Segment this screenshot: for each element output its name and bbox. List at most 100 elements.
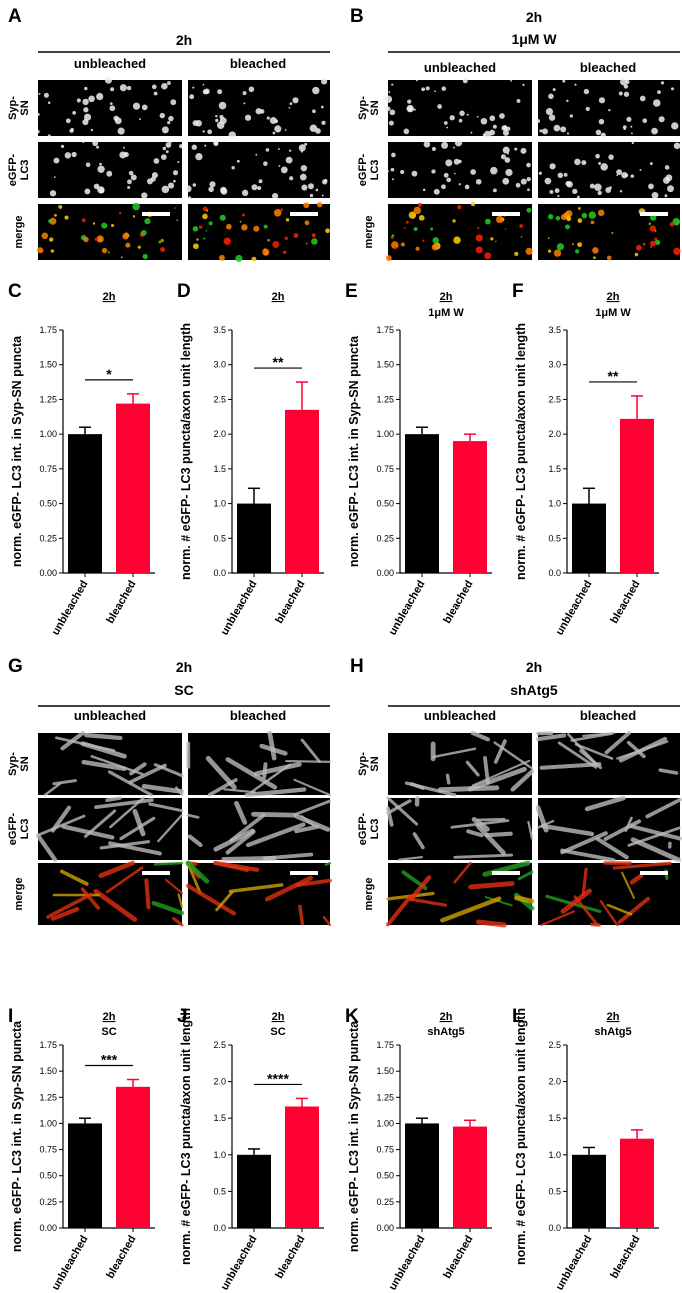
texture: [81, 218, 86, 223]
texture: [630, 174, 635, 178]
texture: [174, 207, 177, 209]
texture: [141, 104, 148, 111]
row-label: LC3: [369, 160, 381, 181]
texture: [431, 146, 436, 151]
texture: [611, 232, 614, 234]
texture: [54, 213, 57, 217]
texture: [235, 254, 243, 263]
scale-bar: [290, 871, 318, 875]
scale-bar: [492, 871, 520, 875]
texture: [422, 188, 426, 192]
row-label: merge: [363, 877, 375, 910]
texture: [649, 162, 653, 165]
texture: [673, 142, 681, 150]
texture: [298, 144, 306, 152]
texture: [205, 755, 237, 790]
texture: [519, 224, 524, 228]
x-tick-label: bleached: [273, 1234, 307, 1281]
texture: [311, 238, 318, 245]
texture: [97, 165, 105, 173]
texture: [93, 183, 100, 190]
texture: [553, 249, 562, 257]
texture: [81, 759, 127, 771]
texture: [547, 249, 552, 253]
texture: [502, 129, 509, 136]
texture: [128, 763, 167, 784]
texture: [453, 236, 461, 244]
texture: [273, 208, 282, 217]
chart-letter: E: [345, 281, 358, 302]
texture: [544, 177, 552, 185]
texture: [185, 860, 210, 884]
texture: [187, 834, 203, 848]
texture: [630, 837, 682, 863]
texture: [72, 111, 77, 115]
texture: [475, 246, 483, 254]
texture: [384, 95, 393, 103]
chart-title: 2h: [607, 291, 620, 303]
texture: [216, 121, 225, 129]
x-tick-label: unbleached: [387, 1234, 428, 1293]
texture: [526, 177, 531, 182]
texture: [144, 878, 151, 910]
y-tick-label: 0.75: [39, 1145, 57, 1155]
texture: [560, 831, 608, 855]
texture: [391, 241, 399, 249]
texture: [186, 813, 200, 819]
texture: [470, 202, 476, 207]
texture: [229, 813, 266, 843]
texture: [300, 738, 321, 763]
y-tick-label: 0.5: [548, 1186, 561, 1196]
texture: [173, 179, 176, 183]
panel-letter: A: [8, 6, 22, 27]
texture: [192, 226, 199, 232]
texture: [670, 87, 674, 91]
texture: [288, 107, 291, 109]
texture: [209, 181, 216, 188]
chart-title: 2h: [103, 1011, 116, 1023]
bar: [237, 1154, 271, 1228]
y-tick-label: 0.25: [39, 533, 57, 543]
texture: [258, 179, 263, 184]
texture: [453, 861, 472, 884]
texture: [616, 740, 669, 760]
texture: [48, 237, 54, 242]
texture: [94, 798, 154, 809]
row-label: eGFP-: [357, 153, 369, 186]
texture: [421, 87, 426, 92]
texture: [555, 216, 561, 221]
significance-label: *: [106, 366, 112, 382]
texture: [47, 134, 51, 138]
texture: [161, 126, 169, 134]
y-axis-label: norm. # eGFP- LC3 puncta/axon unit lengt…: [514, 1008, 528, 1265]
column-label: bleached: [230, 708, 286, 723]
texture: [475, 919, 507, 928]
texture: [566, 181, 573, 188]
texture: [432, 237, 440, 244]
texture: [553, 124, 561, 132]
texture: [83, 107, 89, 113]
texture: [388, 120, 394, 126]
texture: [458, 183, 461, 186]
texture: [218, 254, 225, 261]
texture: [208, 186, 214, 193]
texture: [321, 78, 328, 85]
texture: [36, 113, 40, 117]
texture: [36, 814, 86, 837]
texture: [576, 195, 580, 199]
texture: [417, 202, 422, 207]
texture: [415, 246, 420, 251]
texture: [650, 245, 653, 249]
y-tick-label: 1.50: [39, 1066, 57, 1076]
texture: [386, 106, 391, 112]
texture: [316, 201, 323, 208]
texture: [251, 256, 257, 262]
texture: [36, 247, 44, 254]
texture: [413, 206, 422, 215]
row-label: eGFP-: [7, 812, 19, 845]
texture: [315, 188, 319, 192]
texture: [311, 233, 316, 238]
texture: [253, 225, 260, 232]
texture: [548, 114, 556, 121]
